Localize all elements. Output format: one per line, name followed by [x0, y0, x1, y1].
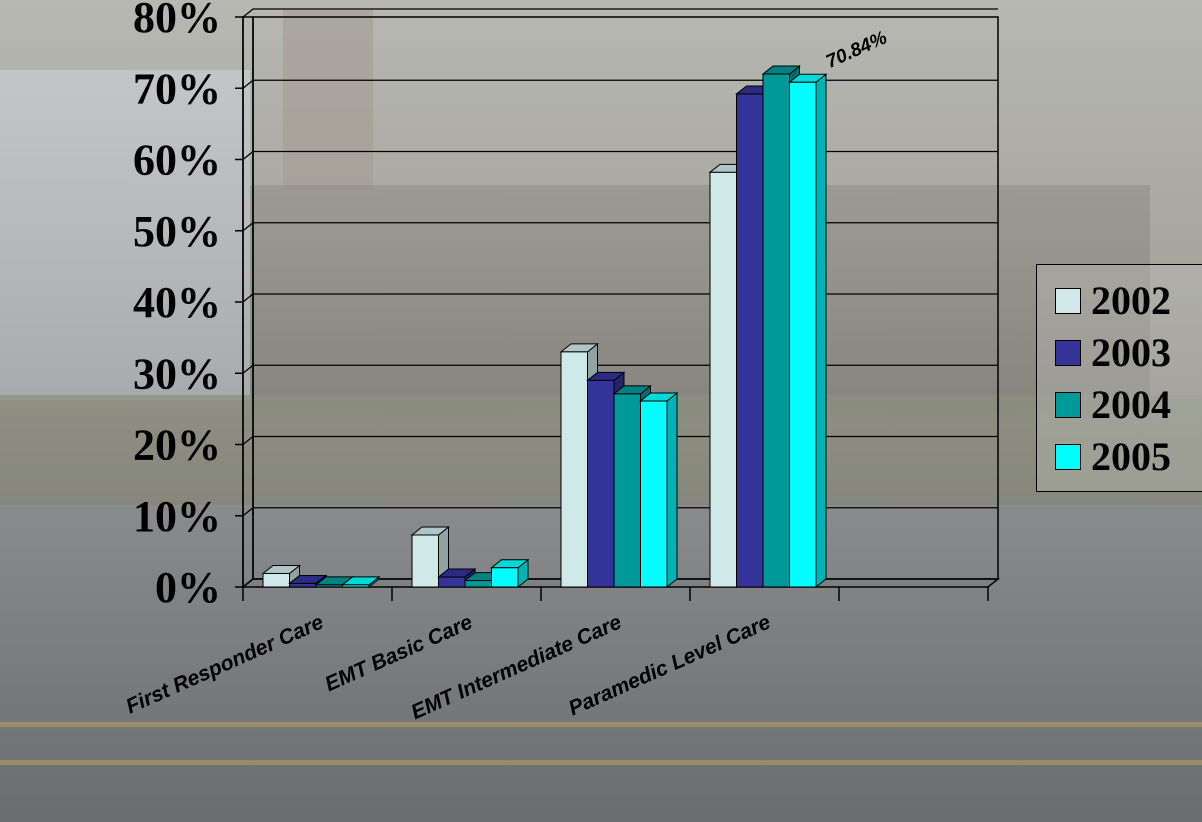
bar-side	[666, 391, 678, 589]
bar	[736, 93, 764, 588]
y-tick-label: 60%	[133, 136, 221, 185]
y-tick-label: 20%	[133, 421, 221, 470]
legend-label: 2005	[1091, 434, 1171, 479]
legend-item: 2002	[1055, 281, 1171, 321]
x-tick-label: First Responder Care	[123, 610, 328, 718]
bar	[315, 584, 343, 588]
background-road-stripe	[0, 722, 1202, 727]
bar	[762, 73, 790, 588]
data-label: 70.84%	[823, 27, 891, 72]
bar	[789, 81, 817, 588]
bar	[342, 584, 370, 588]
gridline	[242, 150, 998, 161]
legend-item: 2004	[1055, 385, 1171, 425]
legend-swatch	[1055, 340, 1081, 366]
bar	[709, 171, 737, 588]
bar	[640, 400, 668, 588]
bar	[613, 393, 641, 588]
y-tick-label: 0%	[155, 563, 221, 612]
bar	[464, 580, 492, 588]
gridline	[242, 8, 998, 18]
background-road-stripe	[0, 760, 1202, 765]
legend-label: 2002	[1091, 278, 1171, 323]
legend-label: 2004	[1091, 382, 1171, 427]
bar	[262, 572, 290, 588]
bar	[560, 351, 588, 588]
y-tick-label: 40%	[133, 278, 221, 327]
legend-swatch	[1055, 288, 1081, 314]
bar	[491, 567, 519, 588]
bar-side	[815, 73, 827, 589]
gridline	[242, 79, 998, 89]
bar	[587, 379, 615, 588]
background-building	[0, 70, 250, 400]
y-tick-label: 80%	[133, 0, 221, 42]
gridline	[242, 222, 998, 232]
legend-swatch	[1055, 444, 1081, 470]
legend-swatch	[1055, 392, 1081, 418]
legend-item: 2003	[1055, 333, 1171, 373]
chart-legend: 2002 2003 2004 2005	[1036, 264, 1202, 492]
bar	[438, 576, 466, 588]
chart-left-wall	[242, 16, 254, 589]
legend-item: 2005	[1055, 437, 1171, 477]
y-tick-label: 50%	[133, 207, 221, 256]
gridline	[242, 293, 998, 303]
bar	[289, 582, 317, 588]
y-tick-label: 30%	[133, 349, 221, 398]
y-tick-label: 70%	[133, 64, 221, 113]
bar	[411, 534, 439, 588]
legend-label: 2003	[1091, 330, 1171, 375]
y-tick-label: 10%	[133, 492, 221, 541]
background-chimney	[283, 10, 373, 190]
